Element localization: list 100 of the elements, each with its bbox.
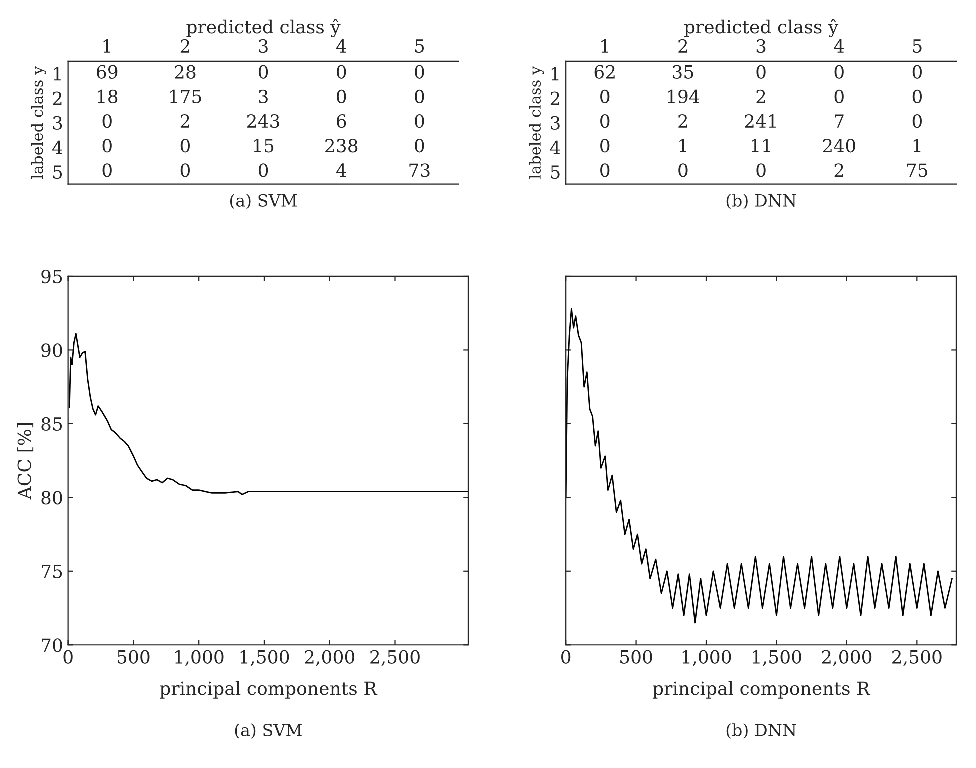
x-tick-label: 2 (180, 39, 190, 53)
y-tick-label: 5 (551, 166, 560, 180)
y-tick-label: 3 (53, 116, 62, 130)
data-label: 0 (756, 164, 766, 178)
y-axis-title: ACC [%] (17, 424, 34, 500)
x-tick-label: 500 (118, 650, 150, 664)
data-label: 15 (254, 139, 274, 153)
y-tick-label: 3 (551, 116, 560, 130)
data-label: 0 (600, 90, 610, 104)
x-tick-label: 4 (336, 39, 346, 53)
x-tick-label: 2 (678, 39, 688, 53)
text: (b) DNN (726, 194, 796, 210)
y-tick-label: 4 (52, 140, 63, 154)
data-label: 1 (680, 139, 686, 152)
data-label: 0 (102, 114, 112, 128)
x-tick-label: 4 (834, 39, 844, 53)
y-tick-label: 90 (42, 344, 62, 358)
data-label: 243 (248, 114, 280, 128)
data-label: 0 (415, 90, 424, 104)
line-series (68, 333, 468, 496)
data-label: 2 (678, 114, 688, 128)
x-tick-label: 3 (259, 39, 268, 54)
y-axis-title: labeled class y (31, 66, 46, 179)
x-tick-label: 2,500 (370, 650, 420, 666)
data-label: 0 (337, 65, 346, 79)
data-label: 175 (170, 90, 202, 104)
text: (a) SVM (230, 194, 298, 210)
data-label: 1 (914, 139, 921, 152)
data-label: 2 (834, 164, 844, 178)
data-label: 6 (337, 114, 346, 128)
data-label: 7 (835, 114, 844, 128)
data-label: 0 (102, 164, 112, 178)
text: (b) DNN (726, 724, 796, 739)
data-label: 0 (600, 164, 610, 178)
data-label: 2 (756, 90, 766, 104)
data-label: 240 (823, 139, 856, 153)
x-tick-label: 500 (620, 650, 652, 664)
x-tick-label: 1,500 (753, 650, 802, 666)
x-tick-label: 1 (104, 39, 111, 53)
x-tick-label: 1,000 (175, 650, 224, 666)
x-axis-title: principal components R (652, 681, 871, 699)
y-tick-label: 95 (42, 270, 62, 284)
data-label: 0 (258, 164, 268, 178)
data-label: 0 (912, 114, 922, 128)
data-label: 0 (756, 65, 766, 79)
data-label: 4 (336, 164, 346, 178)
y-tick-label: 1 (552, 67, 559, 81)
x-tick-label: 1,500 (240, 650, 290, 666)
data-label: 0 (415, 114, 424, 128)
y-tick-label: 80 (42, 491, 62, 505)
x-axis-title: principal components R (160, 681, 378, 699)
data-label: 11 (752, 139, 770, 152)
data-label: 0 (912, 90, 922, 104)
x-tick-label: 0 (64, 650, 73, 664)
x-tick-label: 0 (562, 650, 571, 664)
x-axis-title: predicted class ŷ (684, 19, 839, 38)
data-label: 0 (600, 139, 610, 153)
x-tick-label: 2,000 (822, 650, 872, 666)
x-tick-label: 1 (602, 39, 608, 53)
y-tick-label: 75 (42, 565, 62, 579)
x-tick-label: 5 (913, 40, 922, 54)
data-label: 238 (326, 139, 358, 153)
data-label: 194 (668, 90, 700, 104)
y-axis-title: labeled class y (529, 66, 544, 179)
data-label: 0 (258, 65, 268, 79)
data-label: 28 (175, 65, 196, 79)
x-tick-label: 5 (415, 40, 424, 54)
data-label: 18 (98, 90, 118, 104)
data-label: 62 (594, 65, 615, 79)
data-label: 0 (415, 65, 424, 79)
data-label: 0 (834, 65, 844, 79)
data-label: 0 (180, 139, 190, 153)
data-label: 73 (410, 164, 430, 178)
data-label: 0 (834, 90, 844, 104)
data-label: 0 (180, 164, 190, 178)
x-tick-label: 3 (756, 39, 766, 54)
y-tick-label: 2 (550, 92, 560, 106)
data-label: 0 (337, 90, 346, 104)
data-label: 69 (97, 65, 118, 79)
y-tick-label: 70 (42, 638, 62, 652)
x-axis-title: predicted class ŷ (186, 19, 341, 38)
y-tick-label: 5 (54, 166, 62, 180)
data-label: 241 (745, 114, 776, 128)
y-tick-label: 85 (42, 417, 62, 432)
data-label: 0 (415, 139, 424, 153)
x-tick-label: 2,500 (892, 650, 942, 666)
y-tick-label: 2 (53, 92, 62, 106)
y-tick-label: 4 (550, 140, 560, 154)
x-tick-label: 2,000 (305, 650, 355, 666)
data-label: 3 (259, 90, 268, 104)
text: (a) SVM (235, 724, 302, 739)
data-label: 0 (678, 164, 688, 178)
data-label: 0 (912, 65, 922, 79)
data-label: 0 (102, 139, 112, 153)
data-label: 35 (673, 65, 694, 79)
data-label: 0 (600, 114, 610, 128)
data-label: 75 (907, 164, 928, 178)
x-tick-label: 1,000 (682, 650, 732, 666)
data-label: 2 (180, 114, 190, 128)
y-tick-label: 1 (54, 67, 61, 81)
